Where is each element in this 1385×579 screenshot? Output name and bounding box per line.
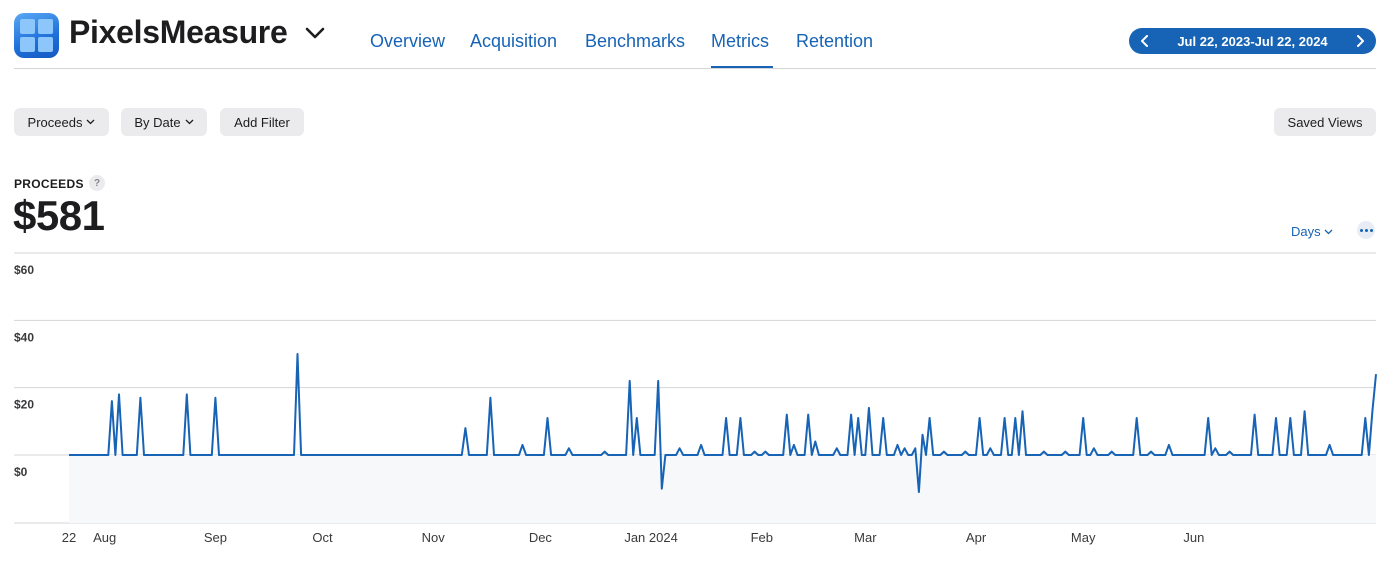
y-tick-label: $20 [14,398,34,412]
measure-dropdown[interactable]: Proceeds [14,108,109,136]
app-title[interactable]: PixelsMeasure [69,14,288,50]
x-tick-label: Jan 2024 [624,530,678,545]
y-tick-label: $40 [14,330,34,344]
help-icon[interactable]: ? [89,175,105,191]
x-tick-label: Aug [93,530,116,545]
add-filter-button[interactable]: Add Filter [220,108,304,136]
app-icon [14,13,59,58]
tab-benchmarks[interactable]: Benchmarks [585,31,686,51]
kpi-label: PROCEEDS [14,177,84,191]
chevron-down-icon [1324,229,1333,234]
chevron-down-icon [86,119,95,125]
date-range-picker[interactable]: Jul 22, 2023-Jul 22, 2024 [1129,28,1376,54]
header-divider [14,68,1376,69]
x-tick-label: Jun [1183,530,1204,545]
x-tick-label: Feb [751,530,773,545]
measure-label: Proceeds [27,114,83,130]
x-tick-label: Apr [966,530,987,545]
add-filter-label: Add Filter [234,114,290,130]
kpi-value: $581 [13,192,105,239]
y-tick-label: $0 [14,465,28,479]
saved-views-label: Saved Views [1287,114,1363,130]
date-range-label: Jul 22, 2023-Jul 22, 2024 [1177,33,1328,49]
grouping-dropdown[interactable]: By Date [121,108,207,136]
proceeds-line-chart: $60 $40 $20 $0 22 Aug Sep Oct Nov Dec Jan 2024 Feb M… [14,252,1377,545]
tab-acquisition[interactable]: Acquisition [470,31,558,51]
granularity-label: Days [1291,224,1321,239]
tab-metrics[interactable]: Metrics [711,31,769,51]
chevron-down-icon [185,119,194,125]
x-tick-label: Nov [422,530,446,545]
chevron-right-icon[interactable] [1347,28,1373,54]
chevron-left-icon[interactable] [1132,28,1158,54]
series-line-proceeds [69,353,1377,493]
granularity-dropdown[interactable]: Days [1291,224,1333,239]
x-tick-label: Dec [529,530,553,545]
x-tick-label: May [1071,530,1096,545]
active-tab-indicator [711,66,773,68]
tab-retention[interactable]: Retention [796,31,874,51]
x-tick-label: Sep [204,530,227,545]
y-tick-label: $60 [14,263,34,277]
tab-overview[interactable]: Overview [370,31,446,51]
x-tick-label: 22 [62,530,76,545]
more-options-icon[interactable] [1357,221,1375,239]
saved-views-button[interactable]: Saved Views [1274,108,1376,136]
x-tick-label: Mar [854,530,877,545]
chevron-down-icon[interactable] [304,26,326,40]
baseline-area [69,455,1376,523]
x-tick-label: Oct [312,530,333,545]
grouping-label: By Date [134,114,181,130]
